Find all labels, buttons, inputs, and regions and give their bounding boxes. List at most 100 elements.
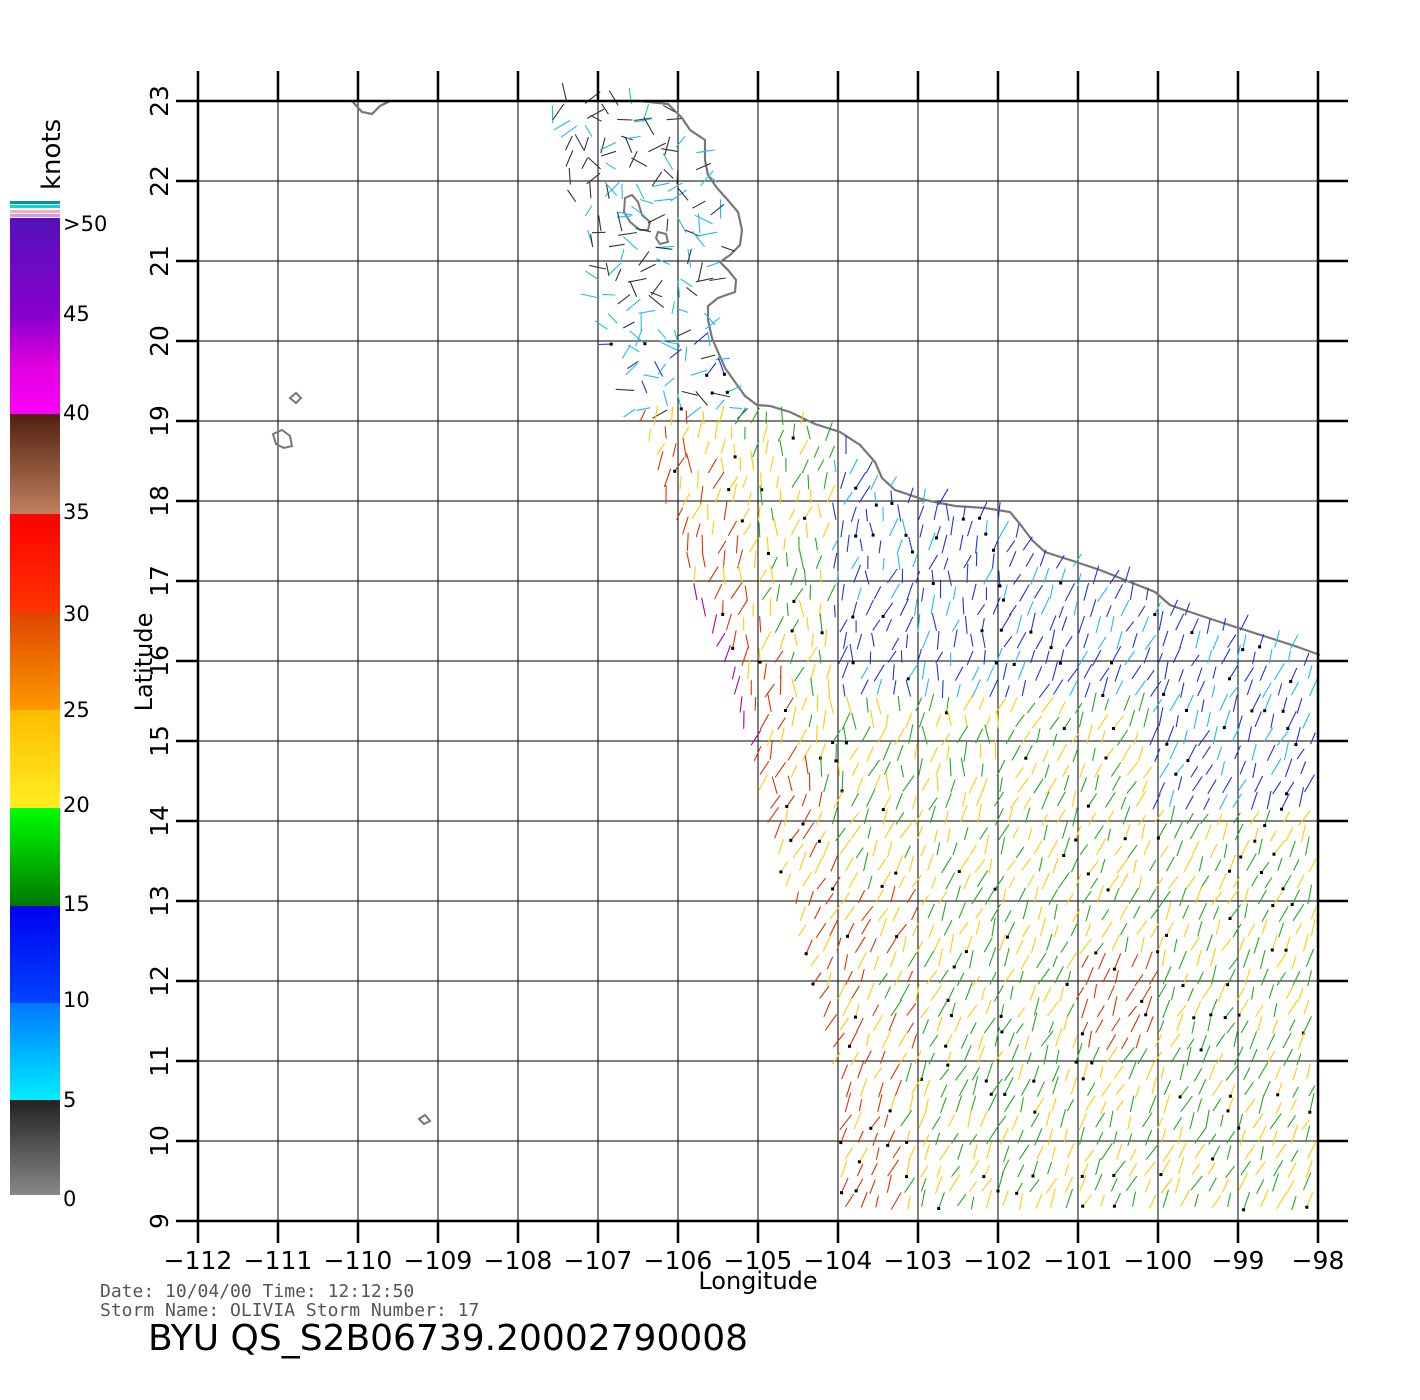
wind-vector xyxy=(1008,876,1016,888)
wind-vector xyxy=(1150,902,1163,919)
wind-vector xyxy=(1192,841,1200,856)
wind-vector xyxy=(722,565,726,585)
wind-vector xyxy=(590,114,602,122)
wind-vector xyxy=(617,211,633,216)
wind-vector xyxy=(935,713,942,727)
wind-vector xyxy=(877,1093,883,1113)
wind-vector xyxy=(691,503,703,520)
wind-vector xyxy=(1211,965,1217,985)
wind-vector xyxy=(1206,934,1213,952)
wind-vector xyxy=(807,474,810,490)
wind-vector xyxy=(968,776,978,794)
wind-vector xyxy=(553,120,571,131)
wind-vector xyxy=(920,1165,929,1178)
wind-vector xyxy=(931,613,938,631)
wind-vector xyxy=(1288,1019,1296,1032)
wind-vector xyxy=(1250,986,1255,1000)
wind-vector xyxy=(929,805,936,824)
rain-flag xyxy=(609,342,613,346)
wind-vector xyxy=(1252,1113,1264,1129)
wind-vector xyxy=(1232,923,1242,938)
wind-vector xyxy=(911,874,922,888)
wind-vector xyxy=(676,307,689,314)
wind-vector xyxy=(1129,709,1136,727)
wind-vector xyxy=(922,630,931,649)
wind-vector xyxy=(1157,652,1163,665)
colorbar-band-25-30 xyxy=(10,612,60,710)
wind-vector xyxy=(799,439,809,455)
wind-vector xyxy=(776,584,781,602)
rain-flag xyxy=(906,677,910,681)
wind-vector xyxy=(1133,905,1141,919)
wind-vector xyxy=(639,198,654,205)
wind-vector xyxy=(737,599,749,616)
rain-flag xyxy=(1250,709,1254,713)
wind-vector xyxy=(857,1061,865,1079)
wind-vector xyxy=(791,619,799,632)
wind-vector xyxy=(1291,1196,1297,1211)
wind-vector xyxy=(1049,716,1060,730)
wind-vector xyxy=(774,650,784,663)
wind-vector xyxy=(1286,781,1295,795)
wind-vector xyxy=(988,859,993,874)
wind-vector xyxy=(1030,1113,1040,1128)
wind-vector xyxy=(825,422,833,441)
wind-vector xyxy=(815,724,818,744)
wind-vector xyxy=(1201,983,1213,999)
wind-vector xyxy=(1154,1051,1163,1063)
wind-vector xyxy=(1251,875,1259,887)
wind-vector xyxy=(671,301,676,314)
wind-vector xyxy=(908,1146,916,1161)
wind-vector xyxy=(779,440,784,456)
wind-vector xyxy=(977,1045,986,1064)
wind-vector xyxy=(828,695,835,714)
wind-vector xyxy=(914,743,918,759)
wind-vector xyxy=(1193,1001,1202,1019)
wind-vector xyxy=(844,1147,854,1160)
wind-vector xyxy=(979,827,988,840)
wind-vector xyxy=(1040,1030,1054,1047)
colorbar-band-45-50 xyxy=(10,218,60,316)
wind-vector xyxy=(624,136,633,153)
wind-vector xyxy=(989,679,999,698)
wind-vector xyxy=(634,328,643,347)
wind-vector xyxy=(648,428,652,442)
wind-vector xyxy=(1008,1032,1015,1047)
wind-vector xyxy=(1211,1194,1222,1209)
wind-vector xyxy=(711,614,718,634)
rain-flag xyxy=(1190,631,1194,635)
wind-vector xyxy=(997,1172,1004,1192)
wind-vector xyxy=(970,633,974,647)
wind-vector xyxy=(1156,1117,1164,1129)
colorbar-label: >50 xyxy=(63,212,107,236)
wind-vector xyxy=(983,937,993,953)
wind-vector xyxy=(747,659,750,679)
wind-vector xyxy=(857,890,866,903)
wind-vector xyxy=(1226,1131,1235,1144)
wind-vector xyxy=(1190,654,1200,667)
rain-flag xyxy=(1123,837,1127,841)
wind-vector xyxy=(1041,696,1054,713)
wind-vector xyxy=(924,1143,931,1160)
wind-vector xyxy=(882,794,892,810)
wind-vector xyxy=(1177,1005,1187,1017)
wind-vector xyxy=(1083,633,1089,648)
wind-vector xyxy=(975,908,984,919)
wind-vector xyxy=(1049,615,1057,631)
wind-vector xyxy=(1148,1095,1157,1114)
wind-vector xyxy=(1194,1143,1206,1159)
wind-vector xyxy=(1179,1085,1189,1098)
wind-vector xyxy=(843,491,853,505)
rain-flag xyxy=(792,599,796,603)
wind-vector xyxy=(1121,744,1132,762)
wind-vector xyxy=(1035,666,1043,681)
wind-vector xyxy=(802,822,815,840)
wind-vector xyxy=(1303,1000,1310,1015)
wind-vector xyxy=(707,458,717,474)
wind-vector xyxy=(971,887,983,905)
wind-vector xyxy=(978,697,985,711)
wind-vector xyxy=(822,522,830,538)
wind-vector xyxy=(924,1099,929,1114)
wind-vector xyxy=(1099,667,1110,682)
wind-vector xyxy=(955,885,961,903)
